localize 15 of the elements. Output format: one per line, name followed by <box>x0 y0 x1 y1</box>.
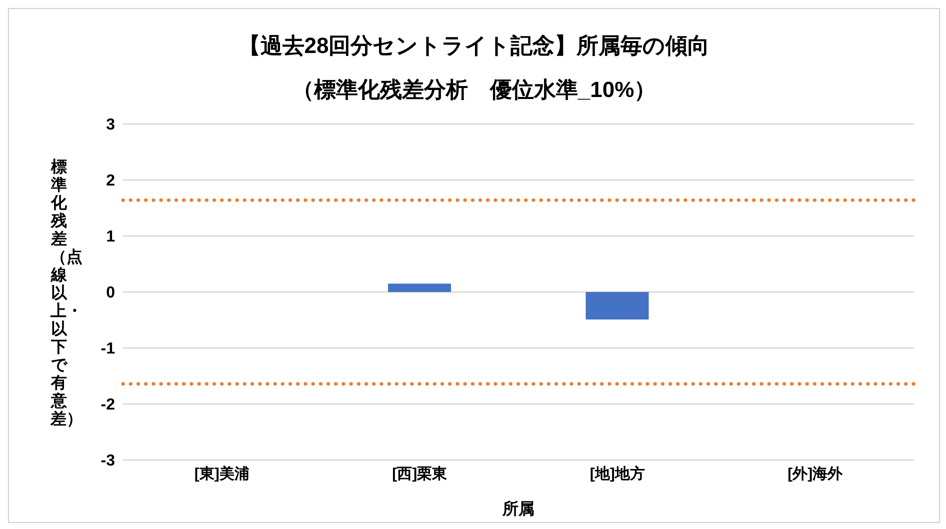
y-tick-label: -2 <box>100 396 116 414</box>
y-tick-label: 0 <box>106 284 116 302</box>
chart-subtitle: （標準化残差分析 優位水準_10%） <box>290 76 658 104</box>
x-tick-label: [地]地方 <box>590 464 645 483</box>
y-tick-label: -1 <box>100 340 116 358</box>
x-axis-title: 所属 <box>501 500 536 520</box>
x-tick-label: [西]栗東 <box>392 466 448 483</box>
y-tick-label: 2 <box>106 172 116 190</box>
x-tick-label: [外]海外 <box>788 466 844 483</box>
y-tick-label: 1 <box>106 228 116 246</box>
x-tick-label: [東]美浦 <box>194 464 250 483</box>
y-tick-label: 3 <box>106 116 116 134</box>
text: 標準化残差（点線以上・以下で有意差） <box>50 159 82 428</box>
chart-title: 【過去28回分セントライト記念】所属毎の傾向 <box>237 32 711 60</box>
y-tick-label: -3 <box>100 452 116 470</box>
